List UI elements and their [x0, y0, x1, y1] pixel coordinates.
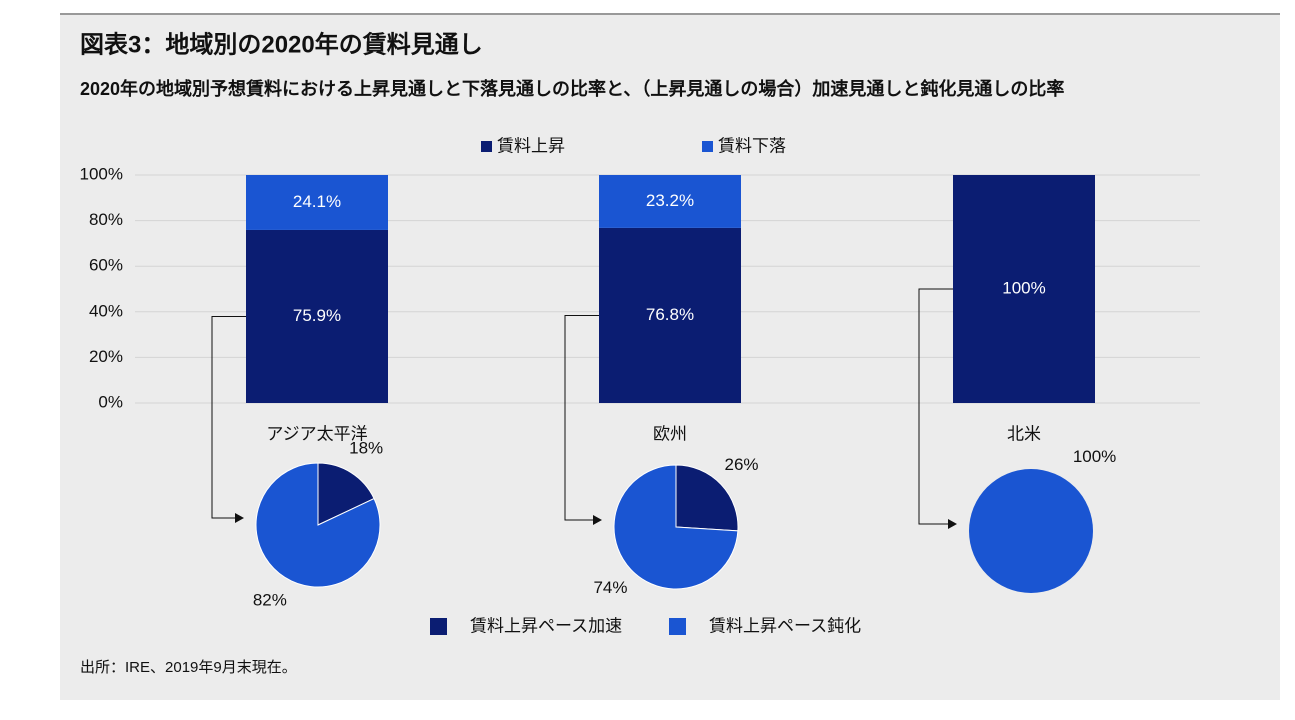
bar-value-label: 76.8%	[646, 305, 694, 324]
legend-label: 賃料上昇ペース鈍化	[709, 616, 861, 635]
connector	[564, 314, 599, 521]
pie-value-label: 100%	[1073, 447, 1116, 466]
bar-value-label: 23.2%	[646, 191, 694, 210]
y-tick-label: 40%	[89, 301, 123, 320]
x-tick-label: アジア太平洋	[266, 424, 367, 443]
pie-slice	[613, 464, 739, 590]
y-tick-label: 80%	[89, 210, 123, 229]
pie-slice	[317, 462, 375, 526]
bar-segment	[246, 175, 388, 230]
pie-value-label: 26%	[725, 455, 759, 474]
connector-arrow	[235, 513, 244, 523]
pie-slice	[255, 462, 381, 588]
x-tick-label: 欧州	[653, 424, 687, 443]
legend-label: 賃料上昇ペース加速	[470, 616, 622, 635]
legend-swatch	[430, 618, 447, 635]
legend-label: 賃料上昇	[497, 136, 565, 155]
chart-subtitle: 2020年の地域別予想賃料における上昇見通しと下落見通しの比率と、（上昇見通しの…	[80, 78, 1064, 99]
legend-swatch	[481, 141, 492, 152]
source-note: 出所：IRE、2019年9月末現在。	[80, 659, 297, 676]
connector	[918, 288, 953, 525]
pie-slice	[969, 469, 1093, 593]
pie-value-label: 18%	[349, 439, 383, 458]
legend-swatch	[669, 618, 686, 635]
pie-value-label: 74%	[593, 578, 627, 597]
bar-segment	[599, 227, 741, 403]
bar-value-label: 24.1%	[293, 192, 341, 211]
y-tick-label: 20%	[89, 347, 123, 366]
pie-value-label: 82%	[253, 590, 287, 609]
bar-segment	[953, 175, 1095, 403]
chart-title: 図表3：地域別の2020年の賃料見通し	[80, 30, 483, 58]
y-tick-label: 100%	[80, 164, 123, 183]
y-tick-label: 0%	[98, 392, 123, 411]
connector	[211, 315, 246, 519]
connector-arrow	[593, 515, 602, 525]
connector-arrow	[948, 519, 957, 529]
bar-value-label: 100%	[1002, 278, 1045, 297]
bar-segment	[599, 175, 741, 228]
legend-swatch	[702, 141, 713, 152]
x-tick-label: 北米	[1007, 424, 1041, 443]
legend-label: 賃料下落	[718, 136, 786, 155]
bar-value-label: 75.9%	[293, 306, 341, 325]
y-tick-label: 60%	[89, 256, 123, 275]
bar-segment	[246, 229, 388, 403]
pie-slice	[675, 464, 739, 532]
